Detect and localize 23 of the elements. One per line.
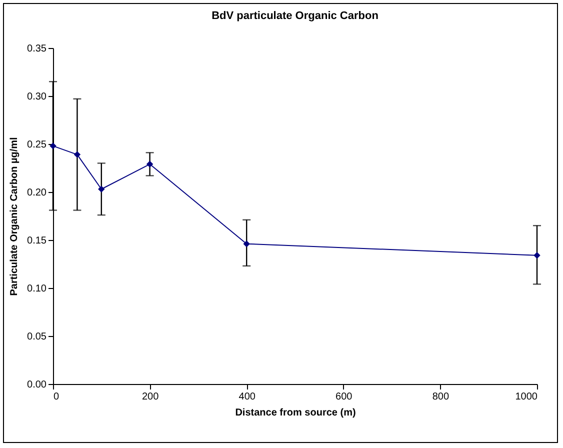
chart-title: BdV particulate Organic Carbon — [212, 10, 379, 22]
x-tick-label: 200 — [142, 392, 160, 402]
x-tick-label: 400 — [238, 392, 256, 402]
point — [243, 240, 250, 248]
y-tick-label: 0.15 — [27, 236, 47, 246]
point — [146, 160, 154, 168]
point — [74, 151, 81, 158]
x-tick-label: 600 — [336, 392, 353, 402]
x-axis-title: Distance from source (m) — [235, 408, 356, 418]
y-tick-label: 0.25 — [27, 140, 47, 150]
y-tick-label: 0.30 — [27, 92, 47, 102]
point — [534, 252, 540, 259]
point — [98, 186, 105, 192]
point — [50, 142, 56, 150]
y-tick-label: 0.20 — [27, 188, 47, 198]
x-tick-label: 1000 — [515, 392, 538, 402]
y-axis-title: Particulate Organic Carbon µg/ml — [9, 136, 20, 296]
y-tick-label: 0.05 — [27, 332, 47, 342]
y-tick-label: 0.00 — [27, 380, 47, 390]
y-tick-label: 0.10 — [27, 284, 47, 294]
x-tick-label: 800 — [432, 392, 450, 402]
y-tick-label: 0.35 — [27, 44, 47, 54]
x-tick-label: 0 — [54, 392, 60, 402]
